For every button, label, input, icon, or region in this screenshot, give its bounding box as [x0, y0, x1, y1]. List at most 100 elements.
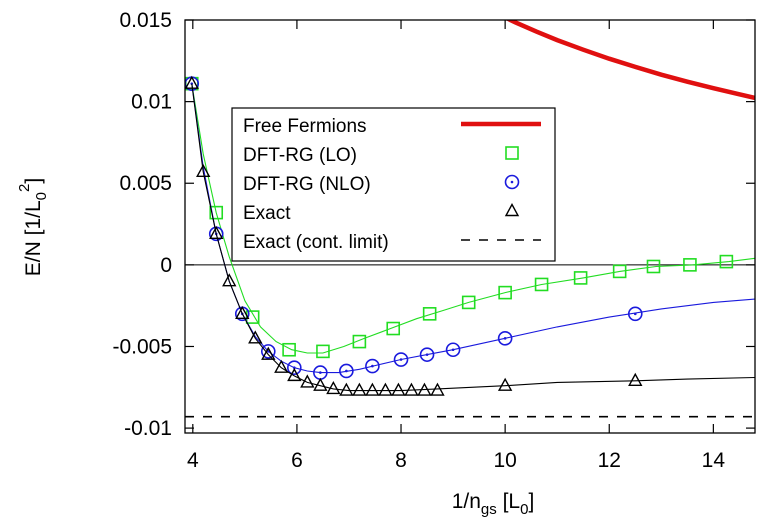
series-exact-point-20 [497, 377, 513, 391]
series-exact [185, 75, 755, 396]
series-exact-point-21 [628, 372, 643, 386]
y-tick-label-5: -0.01 [124, 417, 172, 440]
legend-label-exact-cont-limit: Exact (cont. limit) [243, 232, 389, 253]
series-dft-rg-lo-point-2 [245, 310, 260, 324]
series-dft-rg-lo-point-14 [683, 258, 697, 272]
series-exact-fit-curve [191, 83, 755, 392]
series-exact-point-8 [287, 367, 302, 382]
series-exact-point-9 [300, 374, 315, 388]
series-dft-rg-lo-point-5 [352, 334, 367, 349]
series-dft-rg-lo-point-6 [386, 321, 401, 336]
series-dft-rg-lo-point-13 [646, 259, 661, 274]
x-axis-title-unit-close: ] [528, 490, 534, 513]
series-dft-rg-nlo-point-7 [365, 358, 380, 374]
legend-sample-dft-rg-nlo-dot [510, 180, 514, 184]
legend-label-dft-rg-lo: DFT-RG (LO) [243, 145, 357, 166]
series-dft-rg-nlo-point-10 [445, 342, 461, 358]
x-axis-title-unit-sub: 0 [520, 501, 528, 518]
plot-frame [184, 19, 756, 434]
series-dft-rg-nlo-point-11-ring [497, 331, 513, 346]
series-dft-rg-nlo-point-9 [419, 347, 435, 362]
series-dft-rg-nlo-point-8-dot [399, 358, 403, 361]
series-dft-rg-nlo-point-11-dot [503, 337, 507, 340]
x-tick-label-1: 6 [291, 449, 303, 472]
series-dft-rg-nlo-point-7-ring [365, 358, 380, 374]
series-dft-rg-lo-point-8 [461, 295, 476, 310]
y-axis-title-main: E/N [1/L [22, 200, 45, 276]
series-dft-rg-nlo-point-8 [393, 352, 409, 367]
series-dft-rg-nlo-point-9-ring [419, 347, 435, 362]
x-axis-title-main: 1/n [452, 490, 481, 513]
series-exact-point-15 [378, 382, 393, 396]
x-tick-labels: 4 6 8 10 12 14 [187, 449, 725, 472]
series-exact-point-1 [196, 163, 211, 178]
plot-area [185, 20, 755, 418]
series-dft-rg-nlo-point-7-dot [371, 364, 374, 368]
series-dft-rg-lo-point-4 [316, 344, 330, 359]
legend-samples [461, 121, 541, 241]
legend-sample-dft-rg-nlo [504, 174, 520, 190]
legend-sample-exact [504, 203, 520, 217]
series-dft-rg-lo-point-10 [534, 277, 549, 292]
series-dft-rg-lo-point-1 [209, 205, 224, 220]
legend-sample-dft-rg-lo [505, 146, 519, 160]
series-dft-rg-nlo-point-10-ring [445, 342, 461, 358]
series-dft-rg-nlo-point-6-ring [339, 363, 354, 379]
series-dft-rg-lo-point-15 [719, 254, 734, 269]
series-dft-rg-nlo-point-12 [627, 306, 643, 322]
series-dft-rg-nlo-point-4-ring [287, 360, 302, 376]
y-axis-title-sup: 2 [16, 184, 33, 192]
series-dft-rg-lo [185, 76, 755, 359]
series-dft-rg-lo-point-3 [282, 342, 296, 357]
series-dft-rg-nlo-point-12-ring [627, 306, 643, 322]
series-exact-point-17 [404, 382, 419, 396]
legend-sample-dft-rg-nlo-ring [504, 174, 520, 190]
x-axis-title-sub: gs [481, 501, 497, 518]
series-exact-point-6 [261, 346, 276, 360]
x-tick-label-5: 14 [702, 449, 726, 472]
series-dft-rg-lo-point-7 [422, 307, 437, 321]
series-dft-rg-nlo-point-5-dot [319, 371, 322, 374]
series-dft-rg-nlo-point-3-ring [260, 344, 276, 359]
series-exact-point-19 [430, 382, 445, 396]
series-exact-point-16 [391, 382, 406, 396]
y-tick-label-2: 0.005 [119, 172, 172, 195]
y-tick-label-3: 0 [160, 254, 172, 277]
legend-label-dft-rg-nlo: DFT-RG (NLO) [243, 174, 371, 195]
legend: Free Fermions DFT-RG (LO) DFT-RG (NLO) E… [231, 107, 556, 262]
series-exact-point-14 [365, 382, 380, 396]
series-exact-point-13 [352, 382, 367, 396]
legend-label-exact: Exact [243, 203, 291, 224]
series-exact-point-5 [248, 330, 263, 344]
series-dft-rg-nlo-point-9-dot [425, 353, 429, 356]
series-dft-rg-lo-point-9 [498, 285, 512, 300]
series-dft-rg-nlo-point-4-dot [293, 366, 296, 370]
y-tick-label-1: 0.01 [131, 91, 172, 114]
y-tick-label-4: -0.005 [112, 335, 172, 358]
series-exact-point-0 [185, 75, 199, 89]
series-dft-rg-lo-point-12 [612, 264, 627, 279]
y-tick-label-0: 0.015 [119, 9, 172, 32]
legend-box [231, 107, 556, 262]
series-exact-point-3 [222, 273, 237, 287]
series-dft-rg-nlo-point-8-ring [393, 352, 409, 367]
series-free-fermions [505, 20, 755, 101]
x-tick-label-0: 4 [187, 449, 199, 472]
y-axis-title-sub: 0 [33, 192, 50, 200]
series-free-fermions-line [505, 20, 755, 101]
series-dft-rg-nlo-point-10-dot [451, 348, 455, 352]
series-exact-point-7 [274, 359, 289, 373]
series-exact-point-11 [326, 380, 341, 395]
x-tick-label-2: 8 [395, 449, 407, 472]
series-dft-rg-lo-point-11 [573, 271, 588, 285]
series-dft-rg-nlo-point-11 [497, 331, 513, 346]
series-dft-rg-nlo-point-6-dot [345, 369, 348, 373]
y-axis-title: E/N [1/L02] [16, 178, 50, 276]
series-dft-rg-nlo-point-12-dot [633, 312, 637, 316]
series-exact-point-2 [209, 225, 224, 240]
y-axis-title-close: ] [22, 178, 45, 184]
series-exact-point-10 [313, 377, 328, 391]
x-tick-label-3: 10 [493, 449, 516, 472]
series-exact-point-4 [235, 305, 250, 320]
